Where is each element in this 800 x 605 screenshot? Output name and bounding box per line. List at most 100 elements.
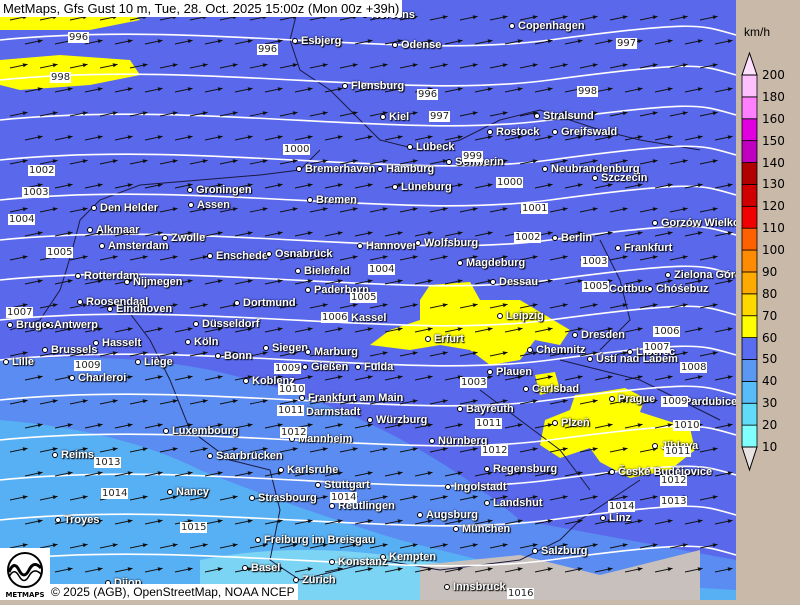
wind-arrow <box>114 519 133 525</box>
wind-arrow-head <box>547 327 553 332</box>
wind-arrow <box>24 519 43 525</box>
wind-arrow-head <box>712 255 718 260</box>
wind-arrow-head <box>412 207 418 212</box>
wind-arrow-head <box>472 15 478 20</box>
wind-arrow <box>474 327 493 333</box>
wind-arrow-head <box>67 231 73 236</box>
city-label: Prague <box>609 393 655 405</box>
wind-arrow <box>129 159 148 165</box>
wind-arrow <box>264 135 283 141</box>
wind-arrow-head <box>547 279 553 284</box>
city-label: Siegen <box>263 342 308 354</box>
wind-arrow-head <box>367 471 373 476</box>
wind-arrow-head <box>52 159 58 164</box>
city-label: Lille <box>3 356 34 368</box>
wind-arrow-head <box>577 279 583 284</box>
wind-arrow-head <box>112 351 118 356</box>
wind-arrow-head <box>142 111 148 116</box>
wind-arrow-head <box>52 495 58 500</box>
wind-arrow-head <box>127 375 133 380</box>
gust-field-60-70 <box>540 388 695 478</box>
wind-arrow <box>639 207 658 213</box>
wind-arrow <box>84 87 103 93</box>
wind-arrow <box>489 63 508 69</box>
wind-arrow-head <box>712 15 718 20</box>
wind-arrow <box>429 495 448 501</box>
wind-arrow-head <box>682 159 688 164</box>
city-label: Saarbrücken <box>207 450 283 462</box>
wind-arrow <box>249 399 268 405</box>
isobar-label: 1016 <box>507 588 535 599</box>
wind-arrow-head <box>487 183 493 188</box>
wind-arrow <box>114 183 133 189</box>
legend-label: 100 <box>762 243 785 258</box>
wind-arrow <box>84 135 103 141</box>
wind-arrow <box>144 183 163 189</box>
wind-arrow-head <box>562 207 568 212</box>
isobar-label: 1014 <box>608 501 636 512</box>
wind-arrow <box>129 111 148 117</box>
wind-arrow <box>324 231 343 237</box>
map-title: MetMaps, Gfs Gust 10 m, Tue, 28. Oct. 20… <box>0 0 403 17</box>
wind-arrow-head <box>367 519 373 524</box>
wind-arrow <box>189 303 208 309</box>
wind-arrow-head <box>652 63 658 68</box>
wind-arrow <box>324 567 343 573</box>
wind-arrow <box>639 63 658 69</box>
wind-arrow <box>669 543 688 549</box>
wind-arrow <box>159 159 178 165</box>
wind-arrow-head <box>442 399 448 404</box>
city-label: Liège <box>135 356 173 368</box>
wind-arrow-head <box>622 111 628 116</box>
city-label: Szczecin <box>592 172 647 184</box>
wind-arrow-head <box>202 111 208 116</box>
isobar-label: 1013 <box>660 496 688 507</box>
wind-arrow-head <box>172 159 178 164</box>
wind-arrow <box>294 567 313 573</box>
isobar-line <box>0 185 736 207</box>
wind-arrow-head <box>682 63 688 68</box>
isobar-label: 1011 <box>664 446 692 457</box>
wind-arrow <box>399 207 418 213</box>
wind-arrow <box>324 183 343 189</box>
city-label: Reutlingen <box>329 500 395 512</box>
wind-arrow-head <box>502 351 508 356</box>
weather-map[interactable]: HorsensEsbjergOdenseCopenhagenFlensburgK… <box>0 0 736 600</box>
wind-arrow <box>234 135 253 141</box>
wind-arrow-head <box>712 543 718 548</box>
wind-arrow <box>609 303 628 309</box>
wind-arrow <box>174 375 193 381</box>
wind-arrow <box>444 39 463 45</box>
wind-arrow <box>579 207 598 213</box>
city-label: Hannover <box>357 240 417 252</box>
wind-arrow <box>609 543 628 549</box>
city-label: České Budějovice <box>609 466 712 478</box>
wind-arrow <box>54 567 73 573</box>
wind-arrow <box>714 567 733 573</box>
wind-arrow-head <box>337 231 343 236</box>
legend-label: 150 <box>762 133 785 148</box>
isobar-line <box>0 65 736 87</box>
wind-arrow-head <box>232 63 238 68</box>
wind-arrow-head <box>247 471 253 476</box>
wind-arrow-head <box>112 159 118 164</box>
wind-arrow-head <box>457 279 463 284</box>
wind-arrow-head <box>367 279 373 284</box>
wind-arrow <box>459 63 478 69</box>
wind-arrow <box>534 375 553 381</box>
wind-arrow <box>264 39 283 45</box>
wind-arrow-head <box>247 39 253 44</box>
wind-arrow-head <box>637 87 643 92</box>
wind-arrow <box>129 63 148 69</box>
wind-arrow-head <box>622 447 628 452</box>
wind-arrow-head <box>367 375 373 380</box>
city-label: Salzburg <box>532 545 587 557</box>
wind-arrow-head <box>727 231 733 236</box>
wind-arrow <box>624 135 643 141</box>
wind-arrow <box>279 399 298 405</box>
wind-arrow-head <box>397 135 403 140</box>
wind-arrow-head <box>427 567 433 572</box>
wind-arrow-head <box>592 15 598 20</box>
wind-arrow-head <box>187 39 193 44</box>
wind-arrow <box>384 231 403 237</box>
